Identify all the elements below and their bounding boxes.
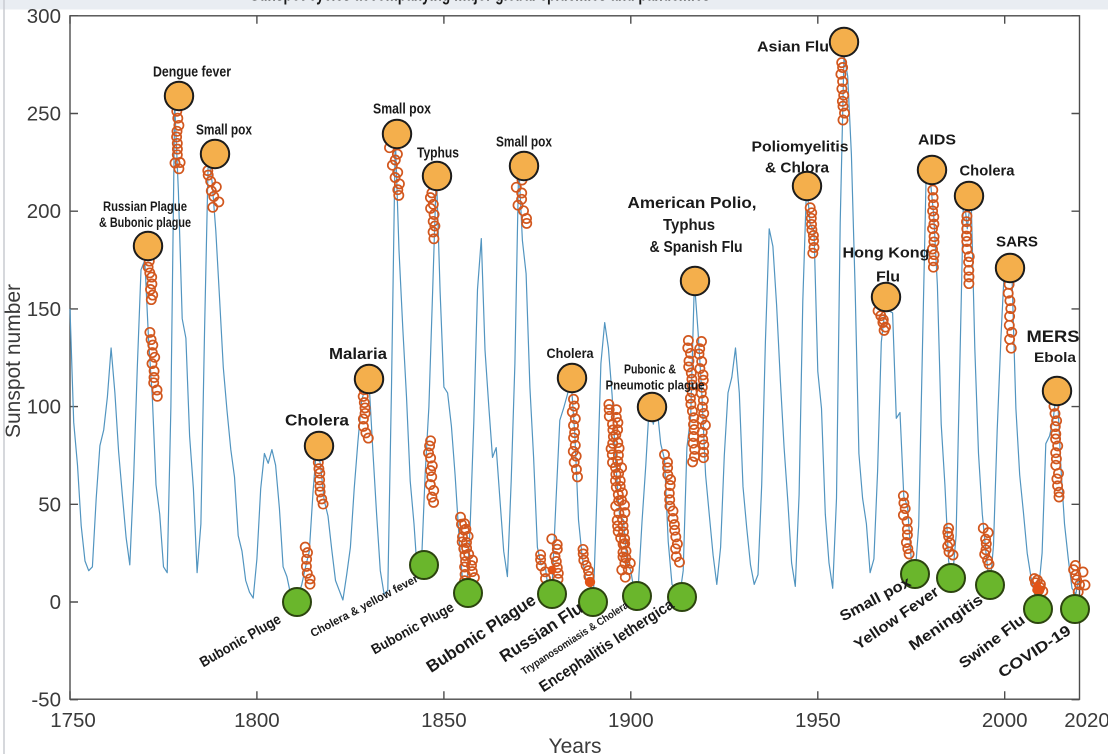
svg-text:Poliomyelitis: Poliomyelitis	[752, 138, 849, 155]
svg-text:0: 0	[50, 591, 61, 614]
svg-text:1800: 1800	[234, 709, 280, 732]
svg-text:-50: -50	[31, 689, 61, 712]
svg-text:150: 150	[27, 298, 61, 321]
svg-text:& Spanish Flu: & Spanish Flu	[650, 239, 743, 256]
svg-text:AIDS: AIDS	[918, 131, 956, 148]
svg-text:250: 250	[27, 103, 61, 126]
svg-text:Ebola: Ebola	[1034, 350, 1077, 365]
svg-text:2000: 2000	[982, 709, 1028, 732]
svg-text:& Chlora: & Chlora	[765, 159, 830, 176]
svg-text:Pubonic &: Pubonic &	[624, 363, 676, 377]
svg-text:Flu: Flu	[876, 268, 900, 285]
svg-text:1850: 1850	[421, 709, 467, 732]
svg-text:2020: 2020	[1064, 709, 1108, 732]
svg-text:50: 50	[38, 493, 61, 516]
svg-text:Sunspot number: Sunspot number	[2, 284, 25, 438]
svg-text:100: 100	[27, 396, 61, 419]
svg-text:Asian Flu: Asian Flu	[757, 38, 829, 55]
svg-text:1900: 1900	[608, 709, 654, 732]
svg-text:Pneumotic plague: Pneumotic plague	[606, 379, 705, 393]
svg-text:Cholera: Cholera	[547, 346, 594, 361]
svg-text:Years: Years	[549, 735, 602, 754]
svg-text:Malaria: Malaria	[329, 346, 387, 363]
svg-text:American Polio,: American Polio,	[628, 195, 757, 212]
svg-text:Typhus: Typhus	[417, 144, 459, 161]
svg-text:200: 200	[27, 200, 61, 223]
svg-text:1950: 1950	[795, 709, 841, 732]
svg-text:Hong Kong: Hong Kong	[843, 244, 930, 261]
svg-text:Cholera: Cholera	[285, 413, 349, 430]
svg-text:300: 300	[27, 5, 61, 28]
svg-text:Cholera: Cholera	[960, 162, 1016, 179]
svg-text:1750: 1750	[50, 709, 96, 732]
svg-text:MERS: MERS	[1027, 328, 1080, 346]
svg-text:Russian Plague: Russian Plague	[103, 199, 187, 214]
svg-text:& Bubonic plague: & Bubonic plague	[99, 215, 191, 230]
svg-text:Small pox: Small pox	[496, 133, 553, 150]
svg-text:Small pox: Small pox	[373, 100, 432, 117]
svg-text:Dengue fever: Dengue fever	[153, 63, 231, 80]
svg-text:Typhus: Typhus	[663, 217, 715, 234]
svg-text:Sunspot cycles accompanying ma: Sunspot cycles accompanying major global…	[250, 0, 710, 6]
svg-text:Small pox: Small pox	[196, 121, 253, 138]
svg-text:SARS: SARS	[996, 233, 1038, 250]
